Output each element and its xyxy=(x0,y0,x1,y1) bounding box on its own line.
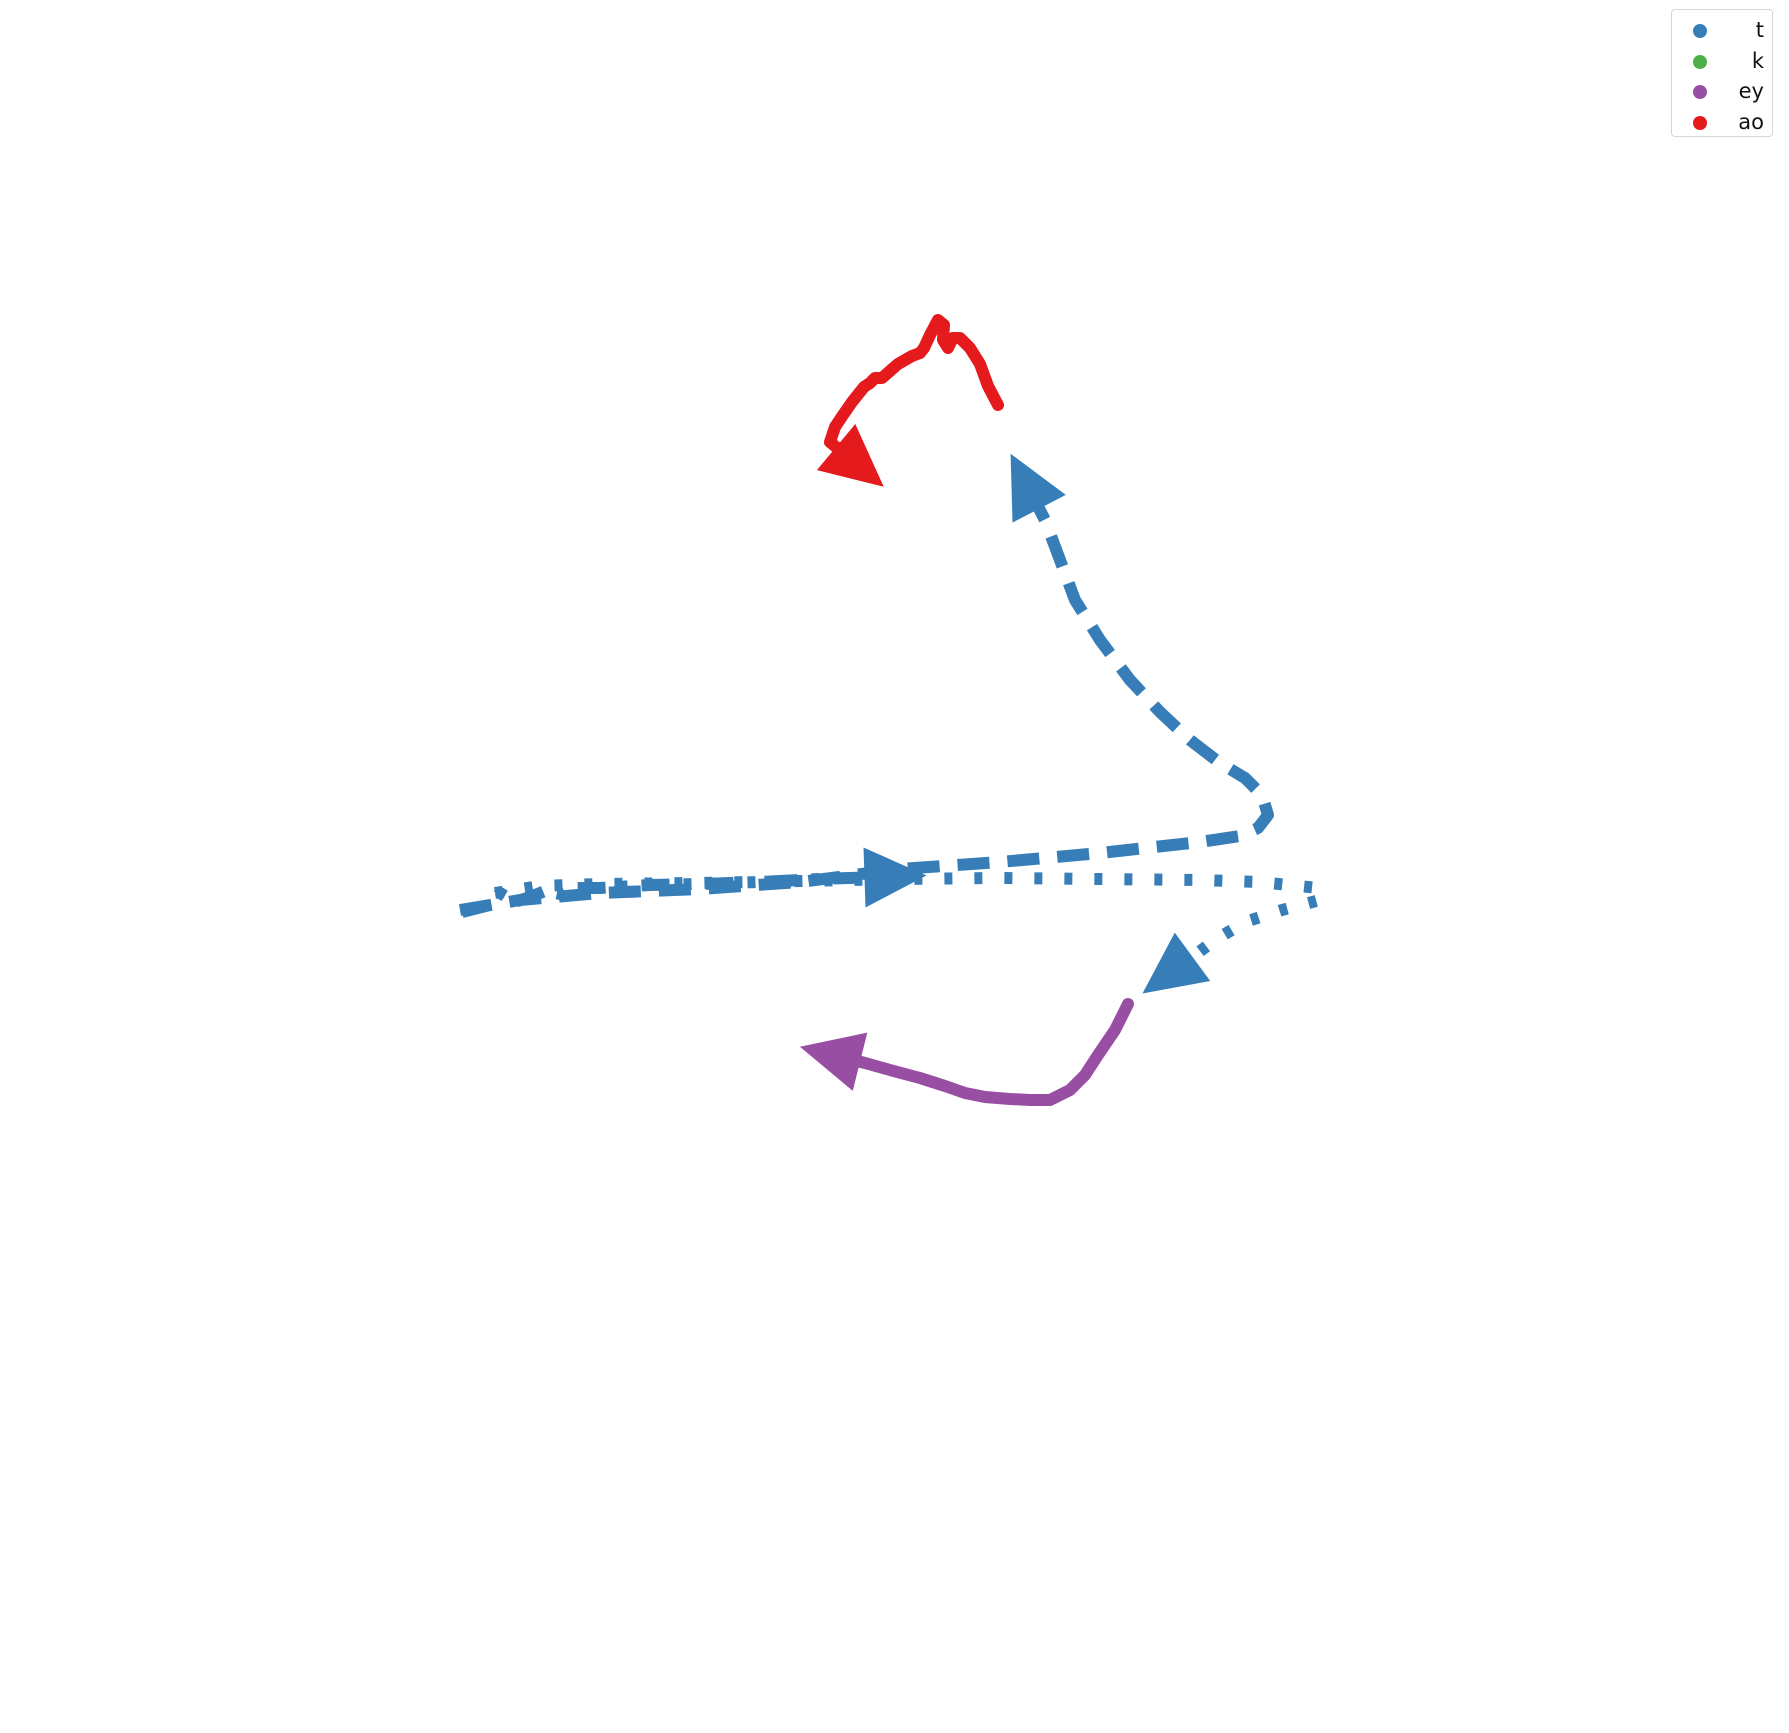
series-ao-4-line xyxy=(824,314,1004,463)
legend-item-k: k xyxy=(1672,47,1772,78)
legend-marker-ey xyxy=(1693,85,1707,99)
series-t-2-arrowhead xyxy=(1142,932,1211,994)
legend-marker-t xyxy=(1693,24,1707,38)
series-ao-4-arrowhead xyxy=(816,424,884,487)
series-t-0-line xyxy=(459,492,1274,916)
legend-label-ey: ey xyxy=(1738,79,1764,103)
legend-label-ao: ao xyxy=(1738,109,1764,134)
series-ey-3-arrowhead xyxy=(799,1032,868,1091)
legend-marker-ao xyxy=(1693,115,1707,130)
series-t-1-arrowhead xyxy=(863,847,927,908)
series-layer xyxy=(459,314,1326,1106)
legend-label-t: t xyxy=(1755,18,1764,42)
legend-marker-k xyxy=(1693,54,1707,69)
series-ey-3-line xyxy=(839,998,1134,1106)
legend-item-ao: ao xyxy=(1672,108,1772,139)
legend-item-ey: ey xyxy=(1672,77,1772,108)
legend: t k ey ao xyxy=(1671,9,1773,137)
legend-item-t: t xyxy=(1672,16,1772,47)
legend-label-k: k xyxy=(1751,48,1764,73)
series-t-0-arrowhead xyxy=(1010,453,1066,523)
